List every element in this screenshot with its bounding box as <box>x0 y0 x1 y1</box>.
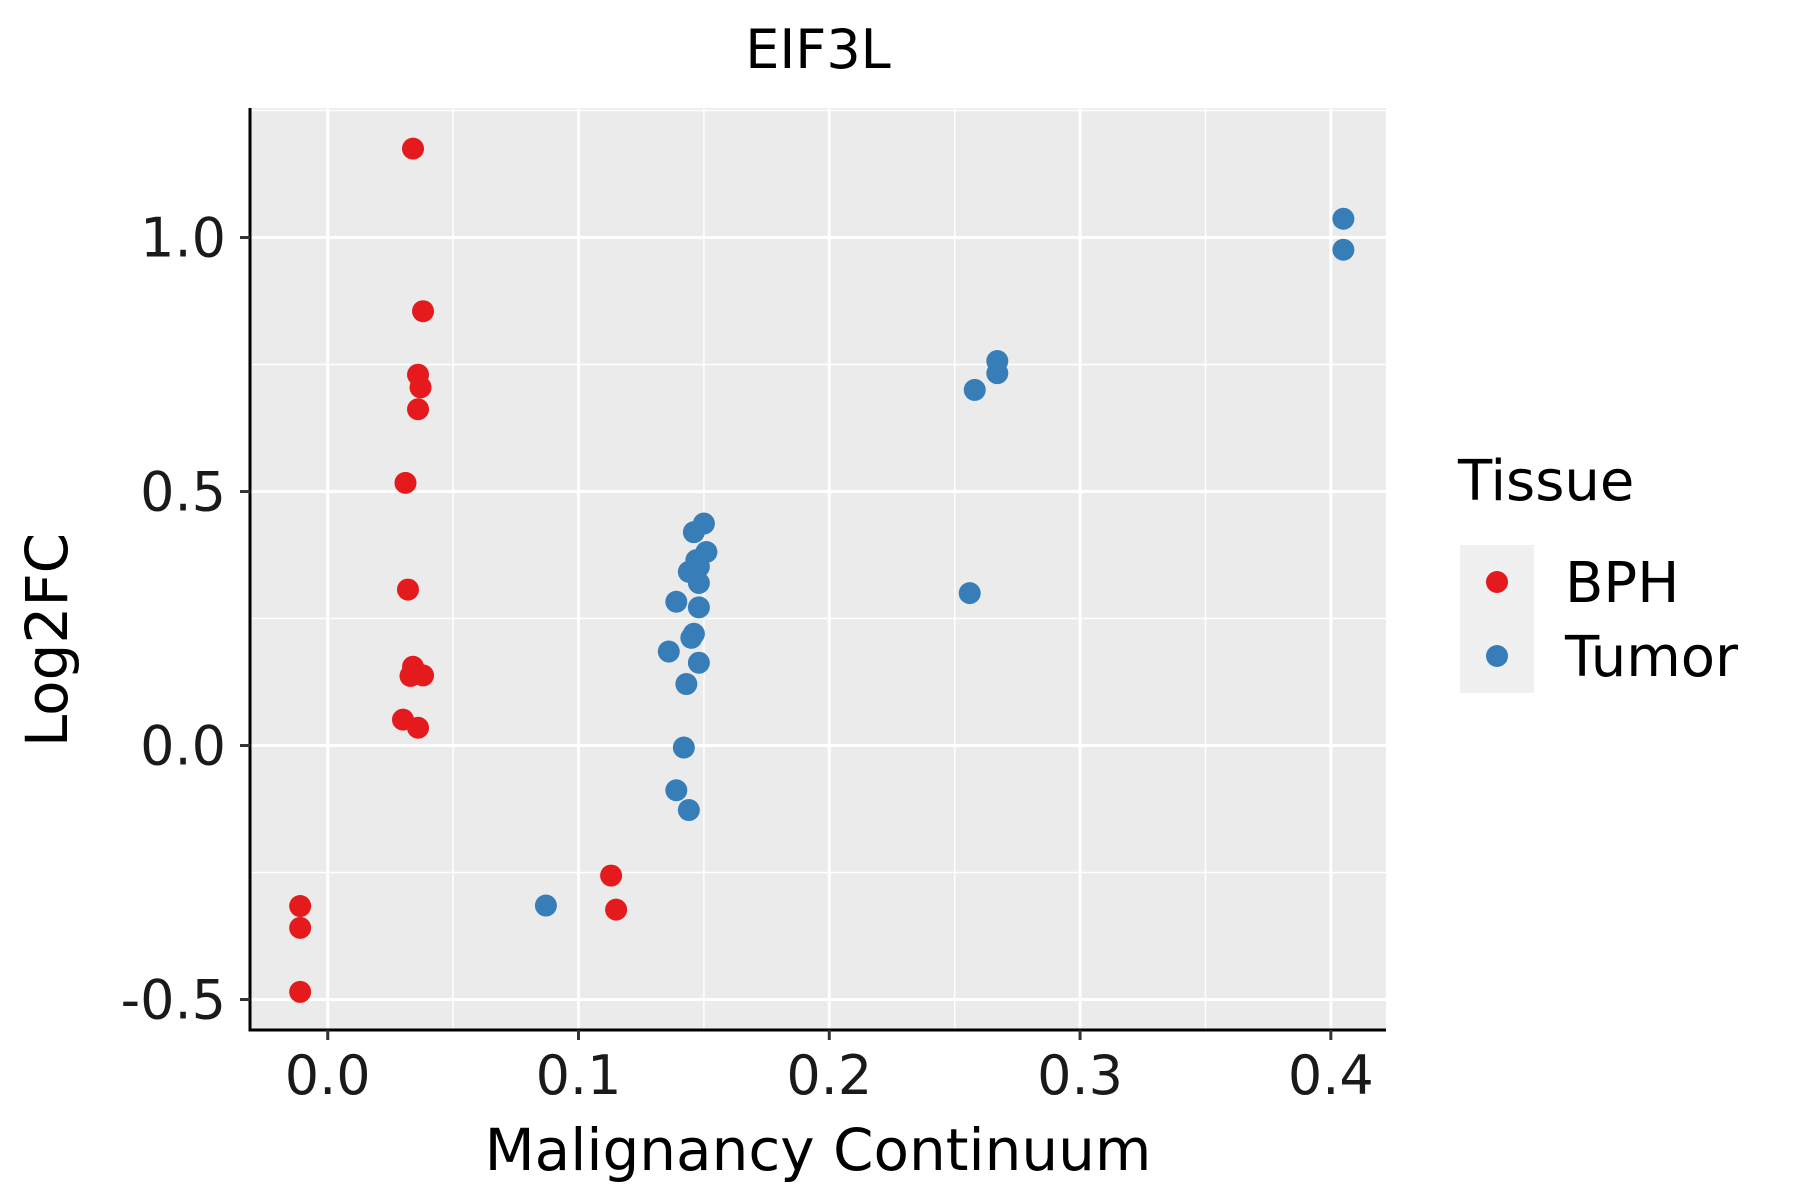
data-point-bph <box>289 916 312 939</box>
data-point-bph <box>412 300 435 323</box>
data-point-tumor <box>665 779 688 802</box>
data-point-bph <box>412 664 435 687</box>
x-tick-label: 0.4 <box>1288 1044 1374 1107</box>
data-point-tumor <box>1332 207 1355 230</box>
y-tick-label: 1.0 <box>140 207 226 270</box>
data-point-tumor <box>672 736 695 759</box>
data-point-tumor <box>534 894 557 917</box>
data-point-tumor <box>687 651 710 674</box>
y-tick-label: 0.0 <box>140 715 226 778</box>
data-point-bph <box>407 716 430 739</box>
y-tick-label: 0.5 <box>140 461 226 524</box>
chart-title: EIF3L <box>745 18 891 81</box>
x-tick-label: 0.3 <box>1037 1044 1123 1107</box>
legend-label-bph: BPH <box>1565 551 1679 616</box>
data-point-tumor <box>680 626 703 649</box>
data-point-tumor <box>657 640 680 663</box>
x-tick-label: 0.0 <box>285 1044 371 1107</box>
data-point-bph <box>409 376 432 399</box>
data-point-tumor <box>682 521 705 544</box>
legend-key-tumor <box>1486 645 1508 667</box>
data-point-tumor <box>665 590 688 613</box>
y-tick-label: -0.5 <box>121 969 226 1032</box>
legend: Tissue BPH Tumor <box>1457 449 1739 693</box>
data-point-bph <box>407 398 430 421</box>
data-point-tumor <box>677 799 700 822</box>
legend-key-bph <box>1486 571 1508 593</box>
data-point-bph <box>402 137 425 160</box>
plot-panel <box>250 108 1386 1030</box>
data-point-tumor <box>675 673 698 696</box>
data-point-bph <box>394 471 417 494</box>
x-axis-title: Malignancy Continuum <box>485 1116 1152 1184</box>
legend-title: Tissue <box>1457 449 1634 514</box>
legend-label-tumor: Tumor <box>1564 625 1739 690</box>
data-point-bph <box>289 895 312 918</box>
x-tick-label: 0.1 <box>536 1044 622 1107</box>
y-axis-title: Log2FC <box>13 533 81 747</box>
data-points <box>289 137 1355 1003</box>
data-point-bph <box>396 578 419 601</box>
data-point-tumor <box>958 582 981 605</box>
data-point-bph <box>600 864 623 887</box>
data-point-bph <box>605 898 628 921</box>
panel-background <box>250 108 1386 1030</box>
data-point-tumor <box>687 596 710 619</box>
data-point-tumor <box>986 362 1009 385</box>
data-point-bph <box>289 980 312 1003</box>
x-tick-label: 0.2 <box>786 1044 872 1107</box>
data-point-tumor <box>1332 238 1355 261</box>
axes: 0.0 0.1 0.2 0.3 0.4 -0.5 0.0 0.5 1.0 <box>121 108 1386 1107</box>
data-point-tumor <box>963 378 986 401</box>
data-point-tumor <box>687 571 710 594</box>
